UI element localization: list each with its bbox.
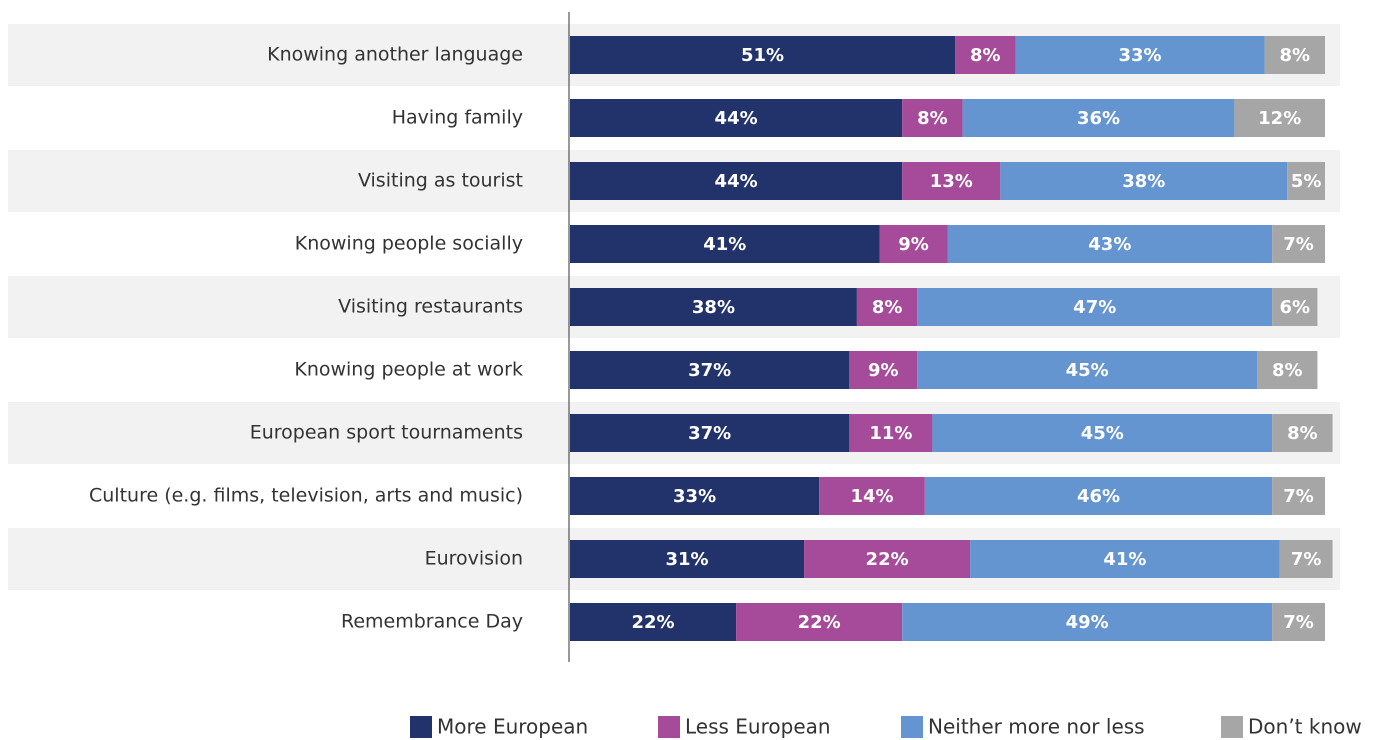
- value-label: 37%: [688, 423, 731, 444]
- value-label: 43%: [1088, 234, 1131, 255]
- value-label: 9%: [868, 360, 899, 381]
- category-label: Knowing people socially: [295, 233, 523, 255]
- legend-swatch: [1221, 716, 1243, 738]
- bar-segment: [1272, 414, 1333, 452]
- value-label: 38%: [692, 297, 735, 318]
- bar-segment: [570, 414, 850, 452]
- value-label: 8%: [917, 108, 948, 129]
- value-label: 44%: [715, 108, 758, 129]
- value-label: 41%: [703, 234, 746, 255]
- bar-segment: [947, 225, 1273, 263]
- value-label: 37%: [688, 360, 731, 381]
- bar-segment: [1272, 225, 1325, 263]
- value-label: 33%: [673, 486, 716, 507]
- category-label: Visiting as tourist: [358, 170, 523, 192]
- bar-segment: [1015, 36, 1265, 74]
- value-label: 5%: [1291, 171, 1322, 192]
- value-label: 33%: [1118, 45, 1161, 66]
- bar-segment: [570, 99, 903, 137]
- bar-segment: [902, 99, 963, 137]
- legend-swatch: [410, 716, 432, 738]
- value-label: 7%: [1291, 549, 1322, 570]
- value-label: 51%: [741, 45, 784, 66]
- category-label: Having family: [392, 107, 523, 129]
- category-label: Knowing another language: [267, 44, 523, 66]
- bar-segment: [804, 540, 971, 578]
- bar-segment: [1264, 36, 1325, 74]
- value-label: 45%: [1066, 360, 1109, 381]
- value-label: 14%: [850, 486, 893, 507]
- bar-segment: [962, 99, 1235, 137]
- value-label: 38%: [1122, 171, 1165, 192]
- value-label: 8%: [872, 297, 903, 318]
- category-label: Knowing people at work: [294, 359, 523, 381]
- bar-segment: [955, 36, 1016, 74]
- bar-segment: [570, 477, 820, 515]
- value-label: 8%: [1280, 45, 1311, 66]
- bar-segment: [570, 351, 850, 389]
- bar-segment: [1287, 162, 1325, 200]
- bar-segment: [570, 288, 857, 326]
- bar-segment: [819, 477, 925, 515]
- category-label: Visiting restaurants: [338, 296, 523, 318]
- legend-swatch: [658, 716, 680, 738]
- value-label: 9%: [898, 234, 929, 255]
- bar-segment: [1257, 351, 1318, 389]
- bar-segment: [970, 540, 1280, 578]
- bar-segment: [570, 540, 805, 578]
- value-label: 41%: [1103, 549, 1146, 570]
- bar-segment: [902, 603, 1273, 641]
- value-label: 12%: [1258, 108, 1301, 129]
- bar-segment: [879, 225, 948, 263]
- value-label: 6%: [1280, 297, 1311, 318]
- value-label: 7%: [1283, 612, 1314, 633]
- bar-segment: [1234, 99, 1325, 137]
- value-label: 49%: [1066, 612, 1109, 633]
- category-label: Eurovision: [425, 548, 523, 570]
- bar-segment: [1272, 603, 1325, 641]
- legend-label: More European: [437, 715, 588, 739]
- bar-segment: [570, 603, 737, 641]
- value-label: 8%: [1287, 423, 1318, 444]
- bar-segment: [924, 477, 1273, 515]
- legend-label: Don’t know: [1248, 715, 1362, 739]
- value-label: 22%: [798, 612, 841, 633]
- value-label: 36%: [1077, 108, 1120, 129]
- legend-label: Less European: [685, 715, 831, 739]
- bar-segment: [856, 288, 918, 326]
- value-label: 22%: [866, 549, 909, 570]
- bar-segment: [849, 414, 933, 452]
- bar-segment: [570, 225, 880, 263]
- bar-segment: [917, 288, 1273, 326]
- value-label: 8%: [1272, 360, 1303, 381]
- value-label: 47%: [1073, 297, 1116, 318]
- value-label: 44%: [715, 171, 758, 192]
- bar-segment: [849, 351, 918, 389]
- legend-label: Neither more nor less: [928, 715, 1145, 739]
- value-label: 7%: [1283, 486, 1314, 507]
- bar-segment: [1279, 540, 1333, 578]
- value-label: 46%: [1077, 486, 1120, 507]
- category-label: European sport tournaments: [250, 422, 523, 444]
- bar-segment: [736, 603, 903, 641]
- bar-segment: [1000, 162, 1288, 200]
- value-label: 45%: [1081, 423, 1124, 444]
- category-label: Culture (e.g. films, television, arts an…: [89, 485, 523, 507]
- value-label: 22%: [632, 612, 675, 633]
- bar-segment: [570, 36, 956, 74]
- bar-segment: [1272, 288, 1318, 326]
- value-label: 11%: [869, 423, 912, 444]
- bar-segment: [570, 162, 903, 200]
- category-label: Remembrance Day: [341, 611, 523, 633]
- value-label: 31%: [665, 549, 708, 570]
- bar-segment: [932, 414, 1273, 452]
- value-label: 8%: [970, 45, 1001, 66]
- value-label: 7%: [1283, 234, 1314, 255]
- bar-segment: [902, 162, 1001, 200]
- value-label: 13%: [930, 171, 973, 192]
- bar-segment: [917, 351, 1258, 389]
- bar-segment: [1272, 477, 1325, 515]
- legend-swatch: [901, 716, 923, 738]
